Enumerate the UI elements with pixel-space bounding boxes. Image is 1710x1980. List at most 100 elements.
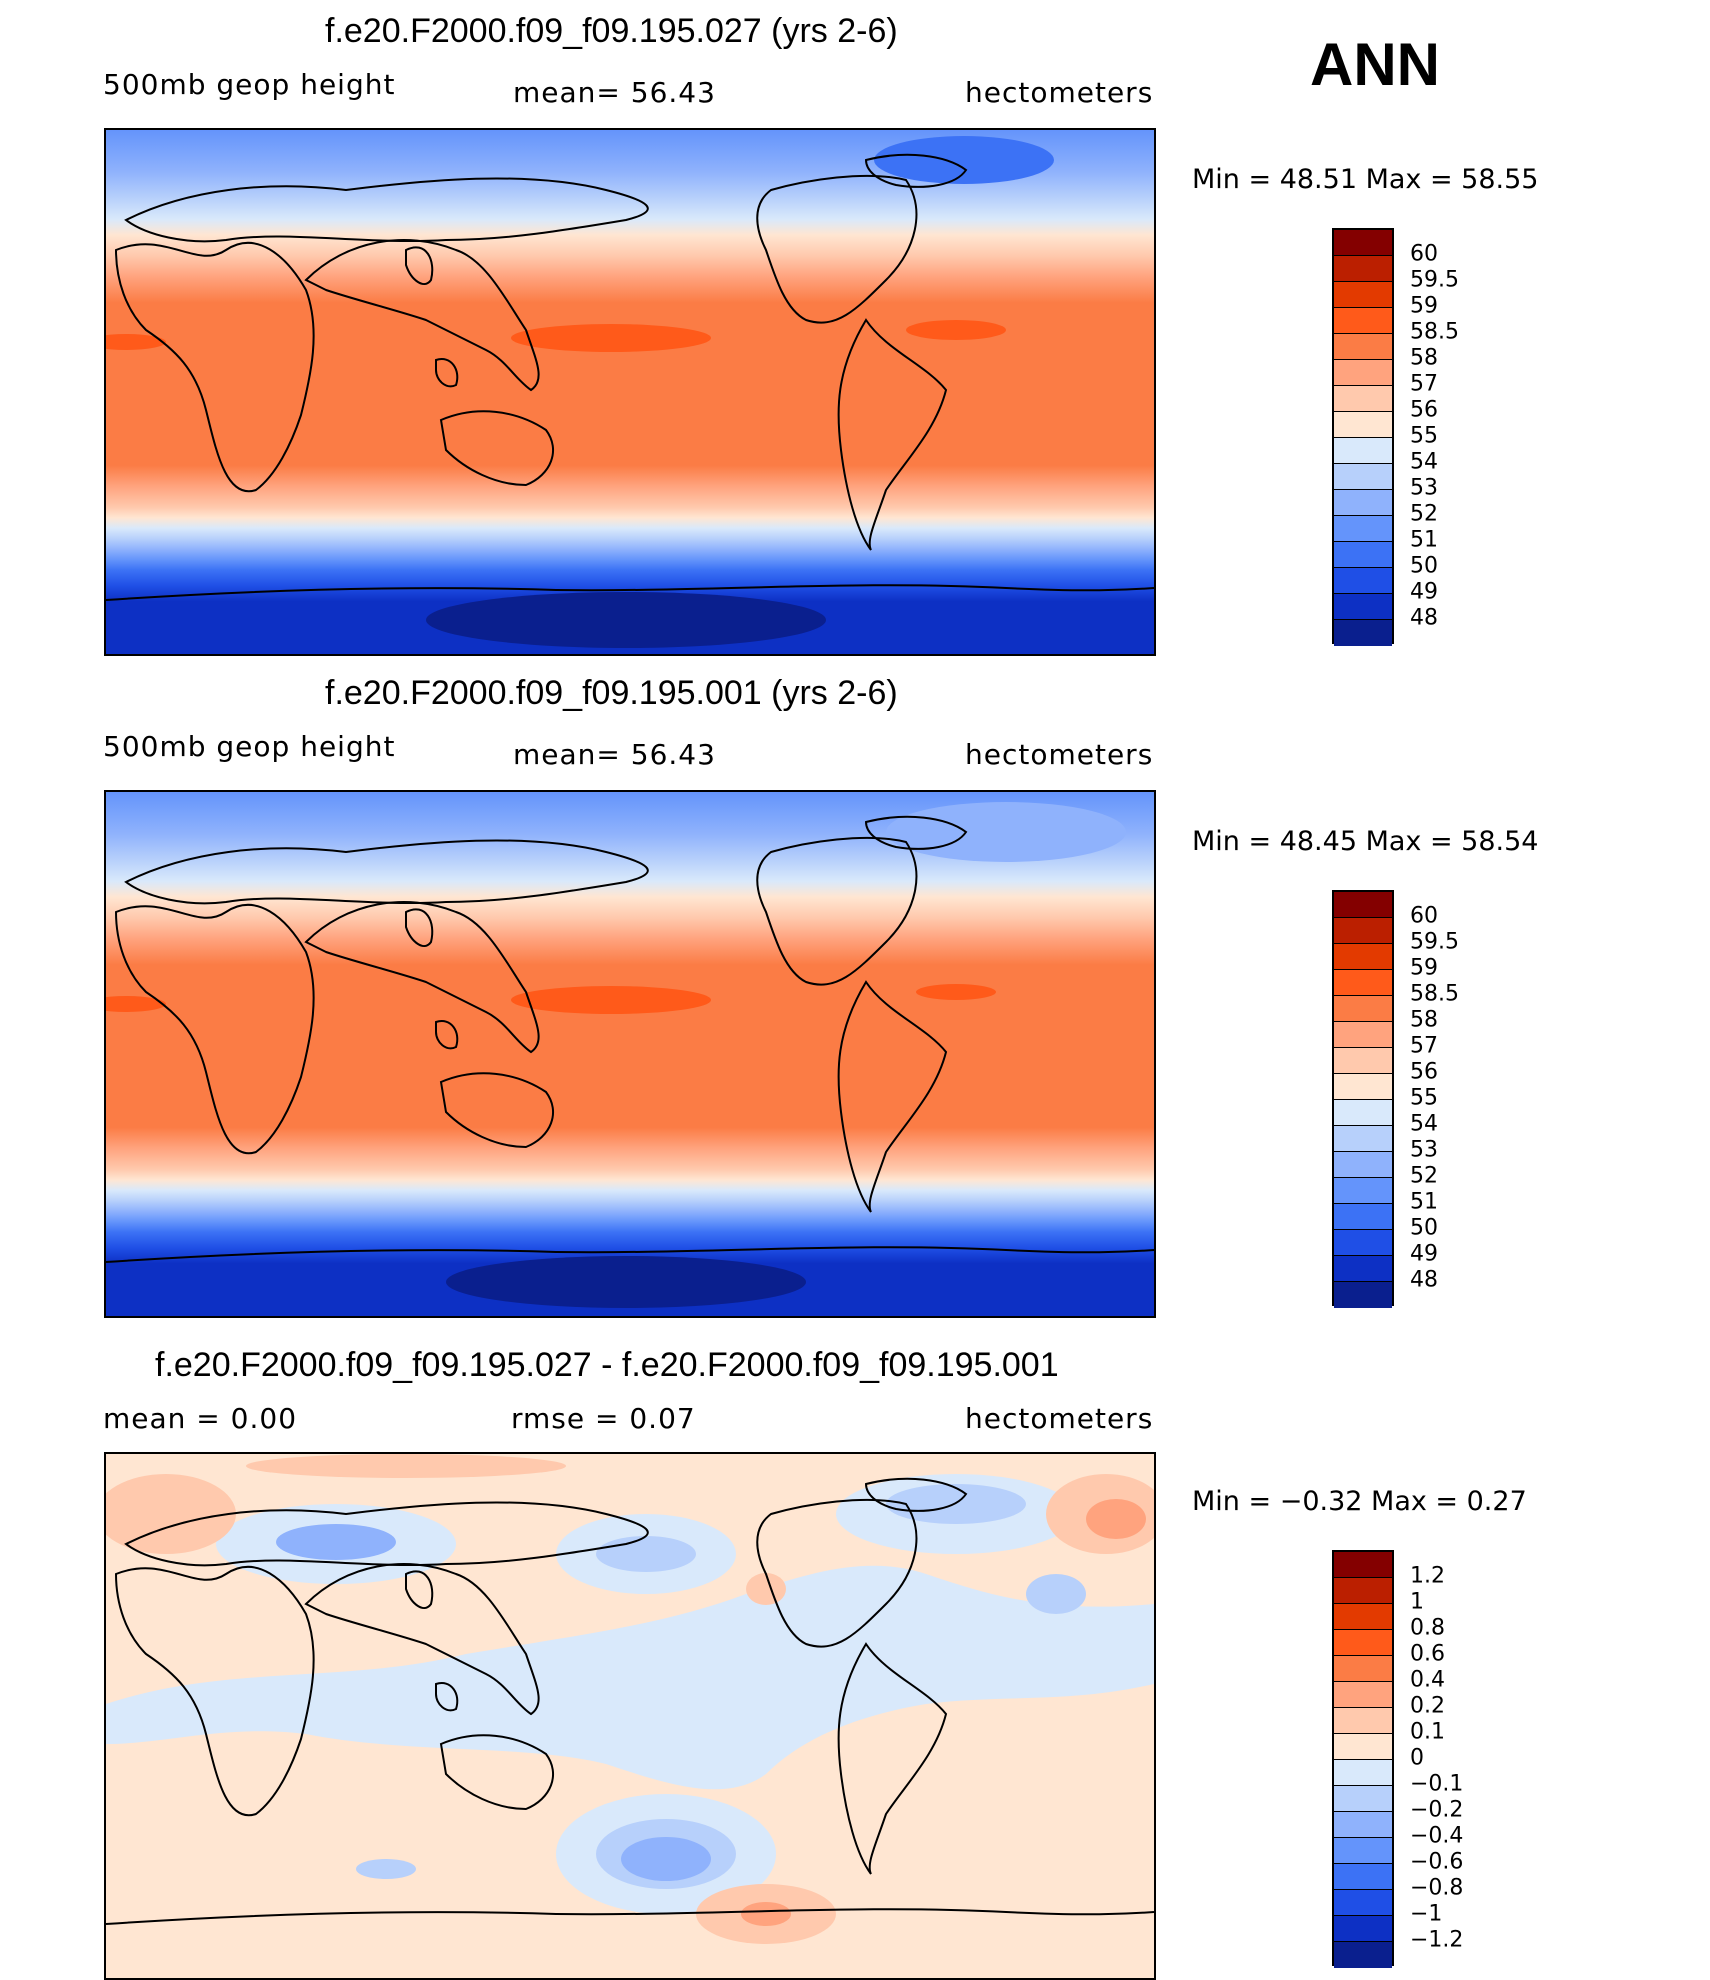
panel1-min-region-antarctic (426, 592, 826, 648)
colorbar-swatch (1334, 1100, 1392, 1126)
colorbar-swatch (1334, 1630, 1392, 1656)
panel2-min-region-antarctic (446, 1256, 806, 1308)
panel3-neg-region-atlantic (1026, 1574, 1086, 1614)
colorbar-label: 49 (1410, 579, 1438, 605)
panel1-max-region-pacific (511, 324, 711, 352)
colorbar-label: 48 (1410, 605, 1438, 631)
colorbar-swatch (1334, 568, 1392, 594)
colorbar-label: 59 (1410, 293, 1438, 319)
panel3-coastlines (106, 1477, 1154, 1925)
colorbar-swatch (1334, 1578, 1392, 1604)
panel3-pos-core-greenland (1086, 1499, 1146, 1539)
colorbar-swatch (1334, 1864, 1392, 1890)
colorbar-swatch (1334, 386, 1392, 412)
season-label: ANN (1310, 31, 1440, 98)
panel2-minmax: Min = 48.45 Max = 58.54 (1192, 826, 1539, 857)
panel3-neg-region-indian (356, 1859, 416, 1879)
colorbar-swatch (1334, 282, 1392, 308)
colorbar-label: 56 (1410, 1059, 1438, 1085)
panel3-pos-core-south (741, 1902, 791, 1926)
panel1-map (104, 128, 1156, 656)
colorbar-label: 52 (1410, 1163, 1438, 1189)
panel1-mean-label: mean= 56.43 (513, 76, 716, 109)
colorbar-swatch (1334, 1048, 1392, 1074)
colorbar-swatch (1334, 996, 1392, 1022)
colorbar-swatch (1334, 1656, 1392, 1682)
colorbar-swatch (1334, 334, 1392, 360)
colorbar-label: 60 (1410, 903, 1438, 929)
colorbar-swatch (1334, 516, 1392, 542)
panel1-colorbar: 60 59.5 59 58.5 58 57 56 55 54 53 52 51 50 49 48 (1332, 228, 1552, 646)
panel3-neg-core-eurasia (276, 1524, 396, 1560)
panel1-max-region-atlantic (106, 334, 166, 350)
colorbar-label: 56 (1410, 397, 1438, 423)
colorbar-label: 0.8 (1410, 1615, 1445, 1641)
colorbar-swatch (1334, 1126, 1392, 1152)
colorbar-label: 53 (1410, 475, 1438, 501)
panel3-colorbar: 1.2 1 0.8 0.6 0.4 0.2 0.1 0 −0.1 −0.2 −0.4 −0.6 −0.8… (1332, 1550, 1552, 1968)
colorbar-label: 55 (1410, 423, 1438, 449)
colorbar-swatch (1334, 542, 1392, 568)
panel1-min-region-arctic (874, 136, 1054, 184)
colorbar-label: 55 (1410, 1085, 1438, 1111)
colorbar-swatch (1334, 1152, 1392, 1178)
panel1-max-region-caribbean (906, 320, 1006, 340)
colorbar-swatch (1334, 970, 1392, 996)
colorbar-label: 57 (1410, 371, 1438, 397)
panel3-colorbar-box (1332, 1550, 1394, 1968)
colorbar-label: 59.5 (1410, 929, 1459, 955)
panel3-mean-label: mean = 0.00 (103, 1402, 298, 1435)
colorbar-label: 58 (1410, 1007, 1438, 1033)
panel3-map-canvas (106, 1454, 1154, 1978)
colorbar-swatch (1334, 594, 1392, 620)
colorbar-label: 51 (1410, 527, 1438, 553)
colorbar-swatch (1334, 1022, 1392, 1048)
colorbar-label: −0.2 (1410, 1797, 1464, 1823)
panel3-map (104, 1452, 1156, 1980)
colorbar-swatch (1334, 892, 1392, 918)
colorbar-label: 0.2 (1410, 1693, 1445, 1719)
panel2-title: f.e20.F2000.f09_f09.195.001 (yrs 2-6) (325, 674, 898, 712)
panel1-field (106, 130, 1154, 654)
panel2-variable-label: 500mb geop height (103, 730, 396, 763)
colorbar-label: 52 (1410, 501, 1438, 527)
panel1-map-canvas (106, 130, 1154, 654)
panel3-rmse-label: rmse = 0.07 (511, 1402, 696, 1435)
panel2-field (106, 792, 1154, 1316)
colorbar-swatch (1334, 1812, 1392, 1838)
colorbar-label: 60 (1410, 241, 1438, 267)
colorbar-swatch (1334, 360, 1392, 386)
panel2-mean-label: mean= 56.43 (513, 738, 716, 771)
panel1-minmax: Min = 48.51 Max = 58.55 (1192, 164, 1539, 195)
colorbar-swatch (1334, 1552, 1392, 1578)
colorbar-swatch (1334, 1942, 1392, 1968)
colorbar-swatch (1334, 620, 1392, 646)
panel3-units-label: hectometers (965, 1402, 1154, 1435)
colorbar-swatch (1334, 1734, 1392, 1760)
panel3-pos-region-arctic (246, 1454, 566, 1478)
colorbar-label: 58.5 (1410, 319, 1459, 345)
panel2-colorbar-box (1332, 890, 1394, 1308)
colorbar-swatch (1334, 1230, 1392, 1256)
panel3-title: f.e20.F2000.f09_f09.195.027 - f.e20.F200… (155, 1346, 1059, 1384)
panel3-pos-region-pacific (746, 1573, 786, 1605)
colorbar-label: 1.2 (1410, 1563, 1445, 1589)
panel2-map (104, 790, 1156, 1318)
colorbar-label: 1 (1410, 1589, 1424, 1615)
colorbar-label: 53 (1410, 1137, 1438, 1163)
panel3-neg-core-pacific-north (596, 1536, 696, 1572)
colorbar-swatch (1334, 412, 1392, 438)
panel1-variable-label: 500mb geop height (103, 68, 396, 101)
panel1-units-label: hectometers (965, 76, 1154, 109)
colorbar-swatch (1334, 1708, 1392, 1734)
colorbar-swatch (1334, 1178, 1392, 1204)
panel3-pos-region-europe (106, 1474, 236, 1554)
colorbar-label: 0.4 (1410, 1667, 1445, 1693)
colorbar-swatch (1334, 1074, 1392, 1100)
colorbar-label: −0.1 (1410, 1771, 1464, 1797)
colorbar-label: −0.6 (1410, 1849, 1464, 1875)
colorbar-label: 0.1 (1410, 1719, 1445, 1745)
colorbar-label: 59.5 (1410, 267, 1459, 293)
colorbar-swatch (1334, 230, 1392, 256)
colorbar-swatch (1334, 1204, 1392, 1230)
